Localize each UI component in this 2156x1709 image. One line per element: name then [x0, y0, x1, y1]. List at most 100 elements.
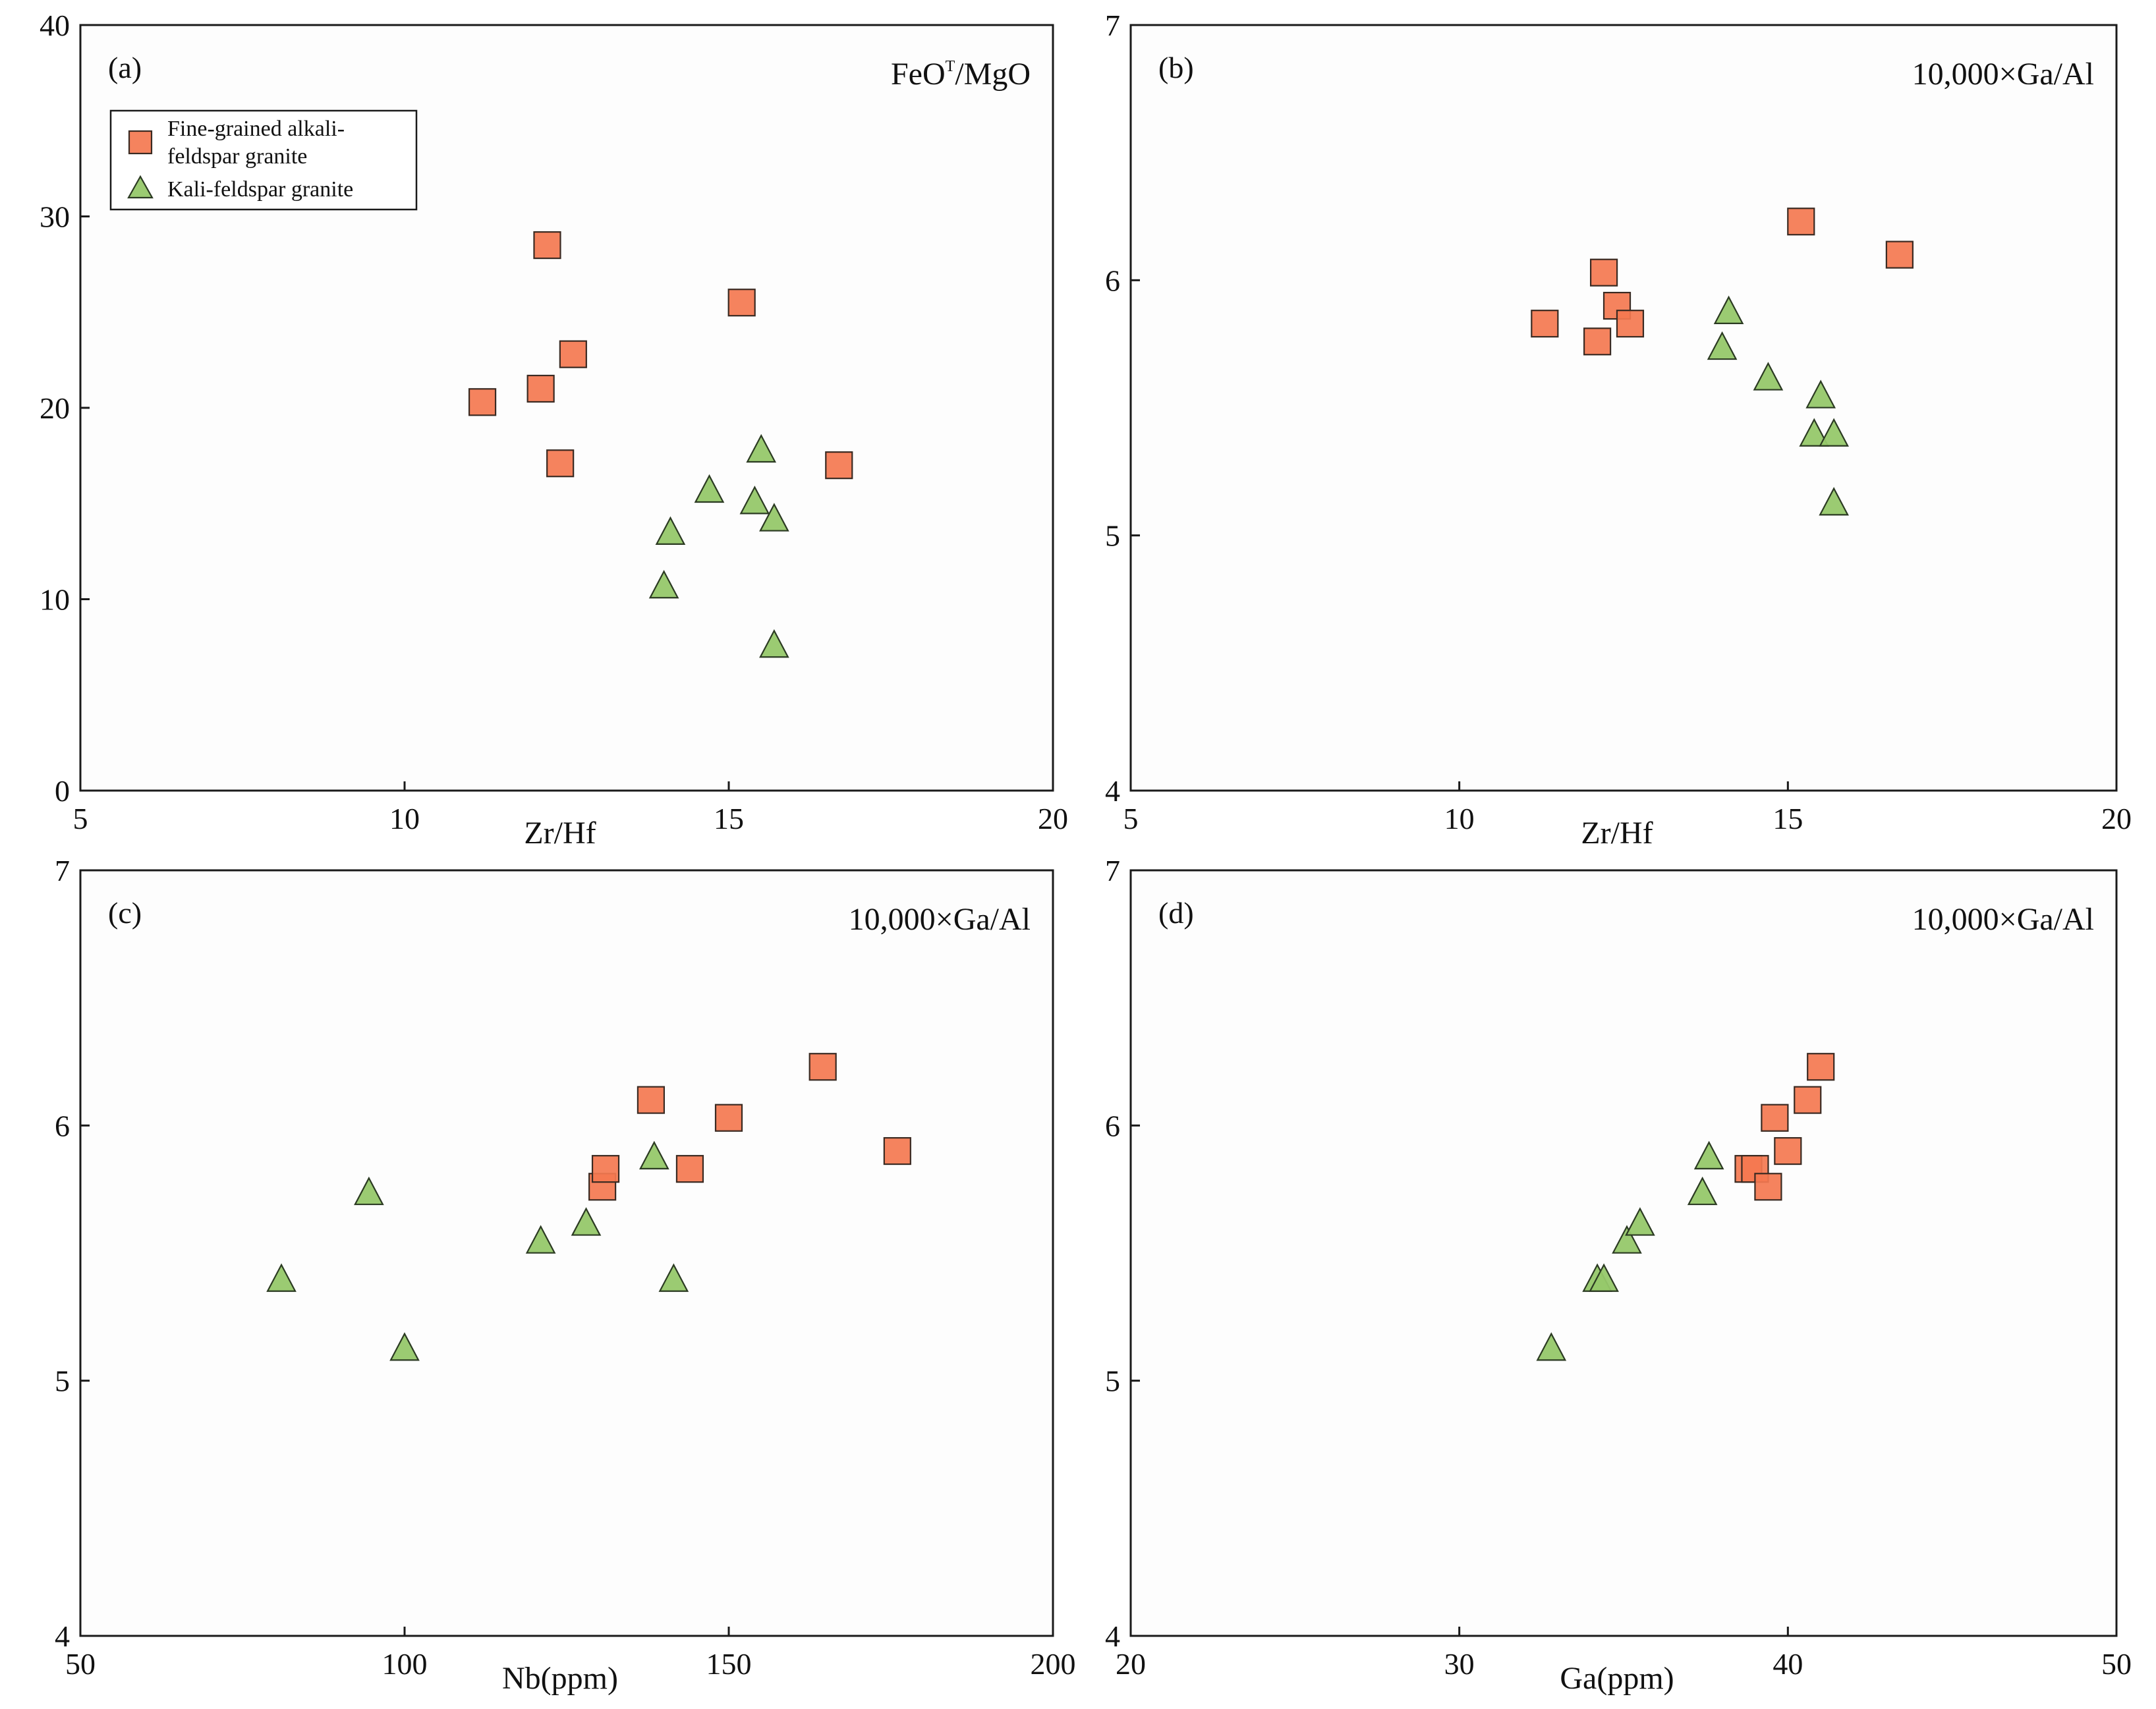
x-tick-label: 50: [2101, 1647, 2132, 1681]
data-point-kali-feldspar: [648, 569, 679, 599]
data-point-kali-feldspar: [1713, 295, 1744, 324]
data-point-kali-feldspar: [1819, 418, 1849, 447]
data-point-kali-feldspar: [1707, 331, 1738, 360]
legend-square-icon: [128, 130, 153, 155]
chart-panel-a: 5 10 15 20 0 10 20 30 40 Zr/Hf (a) FeOT/MgO Fine-gra…: [40, 9, 1068, 851]
legend-label-fine-grained-line1: Fine-grained alkali-: [167, 117, 345, 141]
data-point-fine-grained: [675, 1155, 704, 1183]
data-point-fine-grained: [559, 340, 587, 368]
data-point-fine-grained: [825, 451, 853, 480]
legend: Fine-grained alkali-feldspar granite Kali…: [109, 109, 418, 211]
x-tick-label: 30: [1444, 1647, 1475, 1681]
data-point-kali-feldspar: [655, 516, 686, 545]
x-tick-label: 50: [65, 1647, 96, 1681]
data-point-fine-grained: [468, 388, 497, 416]
data-point-kali-feldspar: [1589, 1263, 1619, 1292]
data-point-fine-grained: [1583, 327, 1612, 356]
data-point-fine-grained: [883, 1136, 911, 1165]
plot-area-frame: [79, 869, 1054, 1637]
series-title-main: FeO: [891, 57, 946, 92]
x-tick-label: 20: [2101, 802, 2132, 835]
data-point-fine-grained: [526, 374, 555, 403]
y-tick-label: 4: [1105, 774, 1120, 808]
data-point-kali-feldspar: [1687, 1176, 1718, 1206]
data-point-fine-grained: [1531, 310, 1559, 338]
data-point-kali-feldspar: [1753, 362, 1784, 391]
x-axis-label: Nb(ppm): [502, 1661, 618, 1696]
y-tick-label: 30: [40, 200, 70, 234]
data-point-kali-feldspar: [739, 486, 770, 515]
y-tick-label: 7: [1105, 854, 1120, 887]
data-point-fine-grained: [1885, 240, 1914, 269]
data-point-kali-feldspar: [571, 1207, 602, 1236]
data-point-fine-grained: [1787, 208, 1815, 236]
y-tick-label: 5: [1105, 519, 1120, 553]
y-tick-label: 4: [1105, 1619, 1120, 1653]
data-point-fine-grained: [714, 1104, 743, 1132]
data-point-fine-grained: [533, 231, 561, 260]
x-tick-label: 100: [382, 1647, 428, 1681]
data-point-fine-grained: [546, 449, 575, 478]
legend-box: [109, 109, 418, 211]
legend-triangle-icon: [127, 175, 154, 199]
data-point-kali-feldspar: [1625, 1207, 1655, 1236]
data-point-kali-feldspar: [1536, 1332, 1567, 1361]
y-tick-label: 4: [55, 1619, 70, 1653]
data-point-kali-feldspar: [1819, 487, 1849, 516]
x-tick-label: 15: [714, 802, 744, 835]
data-point-fine-grained: [1589, 258, 1618, 287]
data-point-kali-feldspar: [759, 503, 789, 532]
data-point-kali-feldspar: [266, 1263, 297, 1292]
series-title-rest: /MgO: [955, 57, 1031, 92]
data-point-fine-grained: [1616, 310, 1645, 338]
chart-panel-c: 50 100 150 200 4 5 6 7 Nb(ppm) (c) 10,000×Ga/Al: [55, 854, 1076, 1696]
y-tick-label: 6: [1105, 1109, 1120, 1142]
data-point-kali-feldspar: [389, 1332, 420, 1361]
data-point-fine-grained: [591, 1155, 620, 1183]
y-tick-label: 7: [55, 854, 70, 887]
y-tick-label: 6: [1105, 264, 1120, 297]
data-point-kali-feldspar: [658, 1263, 689, 1292]
panel-label: (a): [108, 51, 142, 84]
x-tick-label: 5: [1123, 802, 1139, 835]
x-axis-label: Zr/Hf: [524, 816, 596, 851]
data-point-fine-grained: [637, 1086, 666, 1114]
data-point-kali-feldspar: [639, 1140, 669, 1169]
series-title: 10,000×Ga/Al: [1912, 57, 2094, 92]
series-title-superscript: T: [946, 58, 955, 75]
series-title-main: 10,000×Ga/Al: [1912, 57, 2094, 92]
y-tick-label: 5: [55, 1364, 70, 1398]
data-point-fine-grained: [727, 289, 756, 317]
data-point-fine-grained: [1807, 1053, 1835, 1081]
data-point-kali-feldspar: [746, 434, 777, 463]
x-axis-label: Zr/Hf: [1581, 816, 1653, 851]
data-point-kali-feldspar: [525, 1225, 556, 1254]
data-point-kali-feldspar: [1612, 1225, 1642, 1254]
x-tick-label: 150: [706, 1647, 752, 1681]
data-point-kali-feldspar: [1805, 379, 1836, 408]
series-title-main: 10,000×Ga/Al: [1912, 902, 2094, 937]
data-point-kali-feldspar: [759, 629, 789, 658]
x-tick-label: 200: [1031, 1647, 1076, 1681]
series-title: 10,000×Ga/Al: [1912, 902, 2094, 937]
x-axis-label: Ga(ppm): [1560, 1661, 1674, 1696]
series-title-main: 10,000×Ga/Al: [849, 902, 1031, 937]
x-tick-label: 20: [1038, 802, 1068, 835]
data-point-fine-grained: [1754, 1173, 1782, 1201]
chart-panel-d: 20 30 40 50 4 5 6 7 Ga(ppm) (d) 10,000×Ga/Al: [1105, 854, 2132, 1696]
y-tick-label: 5: [1105, 1364, 1120, 1398]
x-tick-label: 40: [1773, 1647, 1803, 1681]
data-point-kali-feldspar: [1693, 1140, 1724, 1169]
legend-label-kali-feldspar: Kali-feldspar granite: [167, 177, 353, 202]
data-point-fine-grained: [808, 1053, 837, 1081]
data-point-fine-grained: [1774, 1136, 1802, 1165]
y-tick-label: 7: [1105, 9, 1120, 42]
y-tick-label: 0: [55, 774, 70, 808]
x-tick-label: 10: [1444, 802, 1475, 835]
data-point-kali-feldspar: [354, 1176, 384, 1206]
series-title: FeOT/MgO: [891, 57, 1031, 92]
x-tick-label: 20: [1116, 1647, 1146, 1681]
plot-area-frame: [1129, 24, 2118, 792]
